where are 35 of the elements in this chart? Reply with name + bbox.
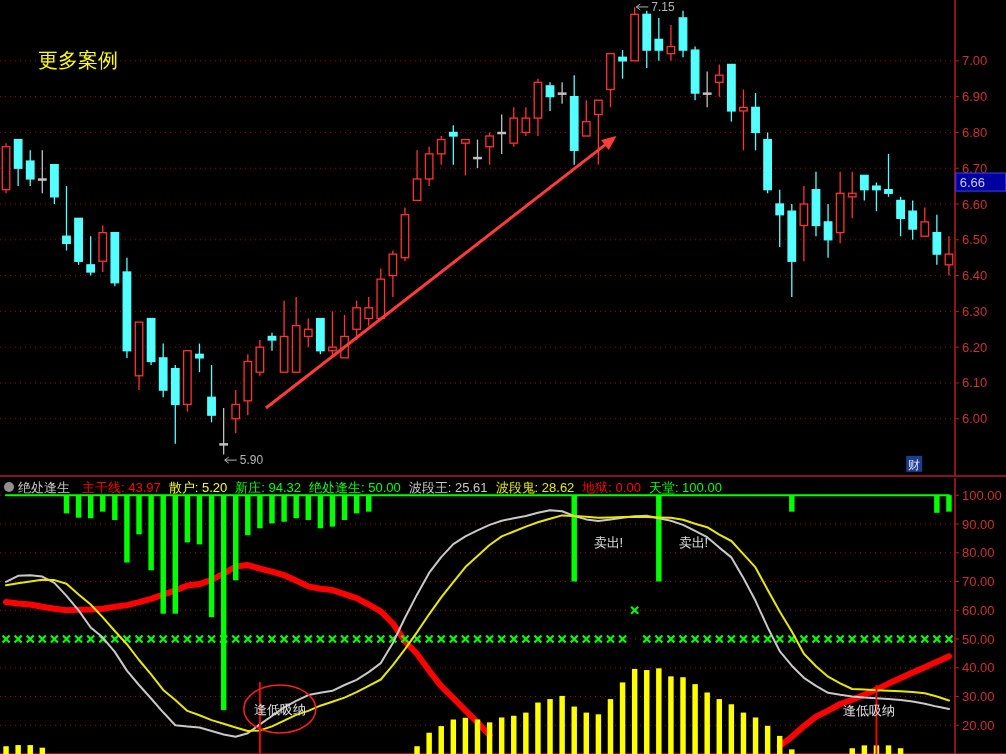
annotation: 5.90 <box>239 453 264 468</box>
y-tick-label: 6.60 <box>962 196 988 212</box>
series-label: 新庄: 94.32 <box>235 480 302 495</box>
y-tick-label: 20.00 <box>962 717 995 733</box>
annotation: 卖出! <box>678 535 709 550</box>
annotation: 更多案例 <box>38 48 119 71</box>
y-tick-label: 40.00 <box>962 660 995 676</box>
chart-title: 绝处逢生 <box>18 480 70 495</box>
y-tick-label: 60.00 <box>962 602 995 618</box>
y-tick-label: 6.10 <box>962 375 988 391</box>
y-tick-label: 6.30 <box>962 303 988 319</box>
y-tick-label: 6.00 <box>962 411 988 427</box>
y-tick-label: 6.20 <box>962 339 988 355</box>
series-label: 波段鬼: 28.62 <box>495 480 575 495</box>
legend-label: 地狱: 0.00 <box>581 480 641 495</box>
y-tick-label: 30.00 <box>962 689 995 704</box>
text: 主干线: 43.97 <box>82 480 161 495</box>
y-tick-label: 90.00 <box>962 516 995 532</box>
y-tick-label: 6.80 <box>962 124 988 140</box>
y-tick-label: 80.00 <box>962 545 995 561</box>
text: 波段王: 25.61 <box>408 480 488 495</box>
y-tick-label: 6.50 <box>962 232 988 248</box>
text: 绝处逢生: 50.00 <box>309 480 401 495</box>
annotation: 7.15 <box>651 0 675 14</box>
y-tick-label: 6.70 <box>962 160 988 176</box>
y-tick-label: 6.40 <box>962 268 988 284</box>
text: 6.66 <box>959 175 986 191</box>
text: 散户: 5.20 <box>168 480 228 495</box>
y-tick-label: 6.90 <box>962 89 988 105</box>
y-tick-label: 100.00 <box>962 487 1002 503</box>
annotation: 卖出! <box>593 535 624 550</box>
y-tick-label: 7.00 <box>962 53 988 69</box>
y-tick-label: 50.00 <box>962 631 995 647</box>
y-tick-label: 70.00 <box>962 574 995 589</box>
series-label: 天堂: 100.00 <box>648 480 722 495</box>
